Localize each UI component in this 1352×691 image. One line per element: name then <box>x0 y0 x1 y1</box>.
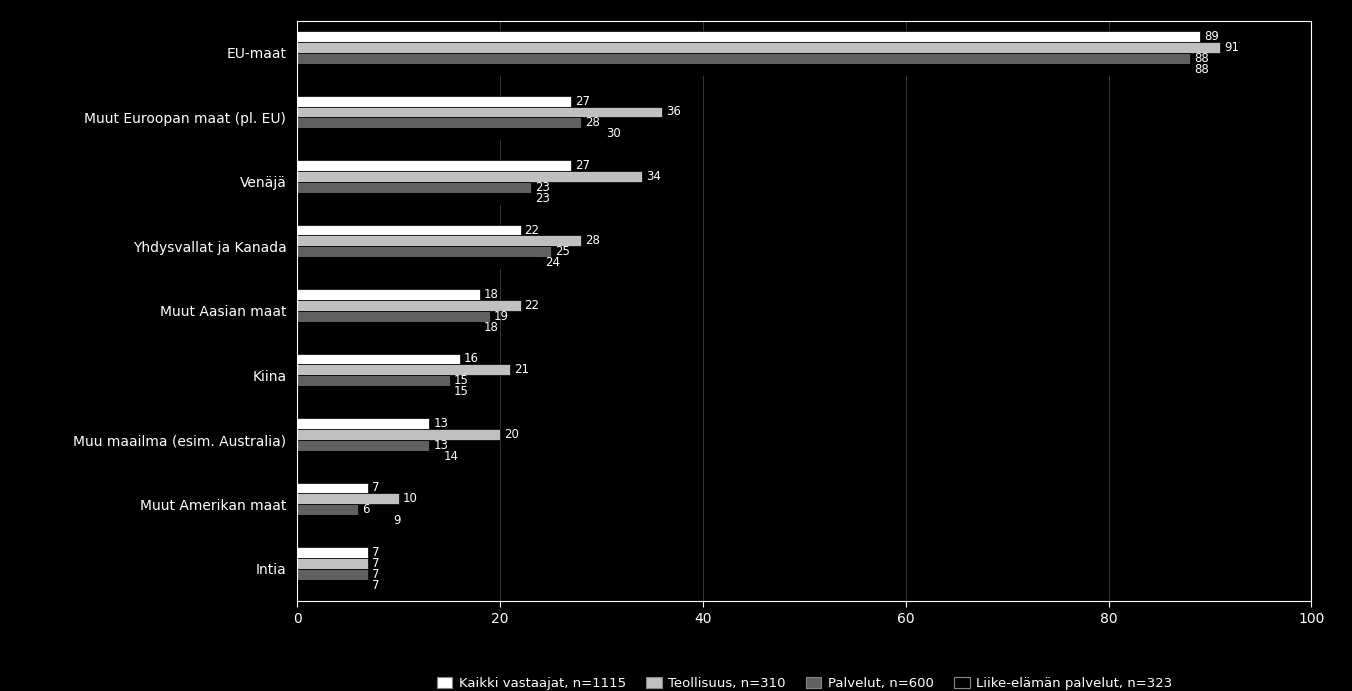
Bar <box>297 354 460 364</box>
Text: 28: 28 <box>585 234 600 247</box>
Bar <box>297 440 430 451</box>
Bar <box>297 171 642 182</box>
Bar <box>297 117 581 129</box>
Bar <box>297 289 480 300</box>
Text: 7: 7 <box>372 482 380 495</box>
Text: 14: 14 <box>443 450 458 463</box>
Bar <box>297 225 521 236</box>
Text: 24: 24 <box>545 256 560 269</box>
Text: 30: 30 <box>606 127 621 140</box>
Text: 25: 25 <box>554 245 571 258</box>
Bar <box>297 429 500 440</box>
Text: 18: 18 <box>484 321 499 334</box>
Bar <box>297 53 1190 64</box>
Bar <box>297 482 368 493</box>
Text: 91: 91 <box>1225 41 1240 54</box>
Text: 15: 15 <box>454 375 469 388</box>
Bar <box>297 322 480 333</box>
Bar <box>297 451 439 462</box>
Bar <box>297 258 541 268</box>
Text: 28: 28 <box>585 117 600 129</box>
Bar <box>297 236 581 247</box>
Bar <box>297 160 571 171</box>
Text: 21: 21 <box>514 363 530 377</box>
Bar <box>297 42 1221 53</box>
Bar <box>297 547 368 558</box>
Bar <box>297 504 358 515</box>
Text: 19: 19 <box>495 310 510 323</box>
Text: 22: 22 <box>525 223 539 236</box>
Bar <box>297 64 1190 75</box>
Text: 7: 7 <box>372 568 380 581</box>
Bar <box>297 375 449 386</box>
Bar <box>297 558 368 569</box>
Text: 27: 27 <box>576 159 591 172</box>
Text: 23: 23 <box>535 192 550 205</box>
Bar <box>297 95 571 106</box>
Text: 7: 7 <box>372 579 380 592</box>
Text: 22: 22 <box>525 299 539 312</box>
Text: 7: 7 <box>372 546 380 559</box>
Bar <box>297 515 389 527</box>
Bar <box>297 364 511 375</box>
Text: 88: 88 <box>1194 52 1209 65</box>
Bar <box>297 386 449 397</box>
Bar <box>297 418 430 429</box>
Text: 13: 13 <box>433 439 449 452</box>
Text: 15: 15 <box>454 386 469 399</box>
Bar <box>297 569 368 580</box>
Bar <box>297 31 1201 42</box>
Bar <box>297 300 521 311</box>
Text: 9: 9 <box>392 514 400 527</box>
Bar <box>297 580 368 591</box>
Text: 23: 23 <box>535 181 550 194</box>
Text: 89: 89 <box>1205 30 1220 43</box>
Text: 34: 34 <box>646 170 661 183</box>
Bar <box>297 129 602 140</box>
Text: 16: 16 <box>464 352 479 366</box>
Bar <box>297 311 489 322</box>
Legend: Kaikki vastaajat, n=1115, Teollisuus, n=310, Palvelut, n=600, Liike-elämän palve: Kaikki vastaajat, n=1115, Teollisuus, n=… <box>431 672 1178 691</box>
Bar <box>297 193 531 204</box>
Text: 36: 36 <box>667 106 681 118</box>
Text: 7: 7 <box>372 557 380 570</box>
Bar <box>297 493 399 504</box>
Text: 20: 20 <box>504 428 519 441</box>
Bar <box>297 106 662 117</box>
Text: 18: 18 <box>484 288 499 301</box>
Bar <box>297 247 552 258</box>
Text: 10: 10 <box>403 493 418 505</box>
Text: 13: 13 <box>433 417 449 430</box>
Text: 6: 6 <box>362 504 370 516</box>
Bar <box>297 182 531 193</box>
Text: 88: 88 <box>1194 63 1209 76</box>
Text: 27: 27 <box>576 95 591 108</box>
